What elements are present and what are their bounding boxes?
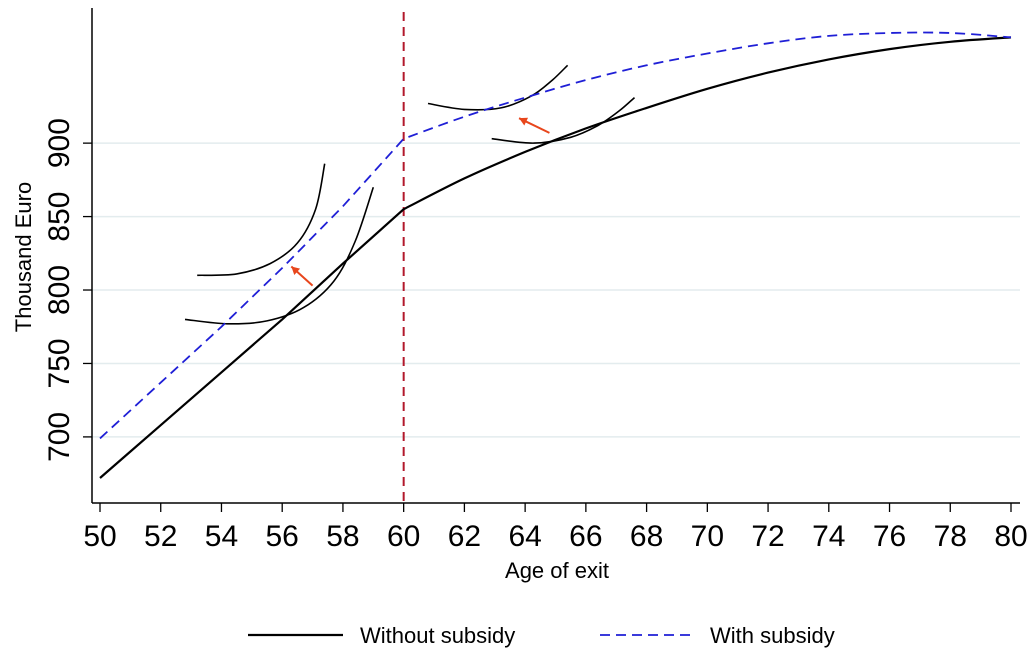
y-tick-label: 700 (43, 412, 76, 462)
x-tick-label: 58 (326, 520, 359, 553)
x-tick-label: 78 (934, 520, 967, 553)
x-tick-label: 54 (205, 520, 238, 553)
arrow-2 (518, 117, 550, 134)
legend-label: Without subsidy (360, 623, 515, 648)
x-tick-label: 72 (751, 520, 784, 553)
indifference-curve-3 (427, 64, 569, 111)
legend-label: With subsidy (710, 623, 835, 648)
axes (91, 8, 1020, 504)
y-tick-label: 850 (43, 192, 76, 242)
x-tick-label: 50 (83, 520, 116, 553)
x-tick-label: 74 (812, 520, 845, 553)
x-tick-label: 64 (508, 520, 541, 553)
arrow-head (291, 266, 301, 276)
x-tick-label: 80 (994, 520, 1027, 553)
y-tick-labels: 700 750 800 850 900 (43, 118, 92, 462)
x-tick-label: 56 (266, 520, 299, 553)
arrows (290, 117, 550, 287)
arrow-head (519, 117, 529, 126)
series-line-with-subsidy (99, 31, 1012, 440)
legend-item-without-subsidy: Without subsidy (248, 623, 515, 648)
y-tick-label: 900 (43, 118, 76, 168)
legend-item-with-subsidy: With subsidy (600, 623, 835, 648)
x-tick-label: 76 (873, 520, 906, 553)
x-axis-title: Age of exit (505, 558, 609, 583)
indifference-curve-2 (184, 186, 375, 325)
y-tick-label: 750 (43, 338, 76, 388)
gridlines (92, 142, 1020, 438)
indifference-curve-1 (197, 163, 326, 277)
y-axis-title: Thousand Euro (11, 182, 36, 332)
series-line-without-subsidy (99, 36, 1012, 479)
x-tick-label: 70 (691, 520, 724, 553)
legend: Without subsidy With subsidy (248, 623, 835, 648)
x-tick-label: 66 (569, 520, 602, 553)
indifference-curves (184, 64, 636, 325)
x-tick-label: 62 (448, 520, 481, 553)
indifference-curve-4 (491, 96, 636, 144)
series-lines (99, 31, 1012, 479)
x-tick-label: 52 (144, 520, 177, 553)
x-tick-label: 68 (630, 520, 663, 553)
y-tick-label: 800 (43, 265, 76, 315)
x-tick-label: 60 (387, 520, 420, 553)
x-tick-labels: 50 52 54 56 58 60 62 64 66 68 70 72 74 76 78 80 (83, 503, 1028, 553)
arrow-1 (290, 265, 314, 287)
